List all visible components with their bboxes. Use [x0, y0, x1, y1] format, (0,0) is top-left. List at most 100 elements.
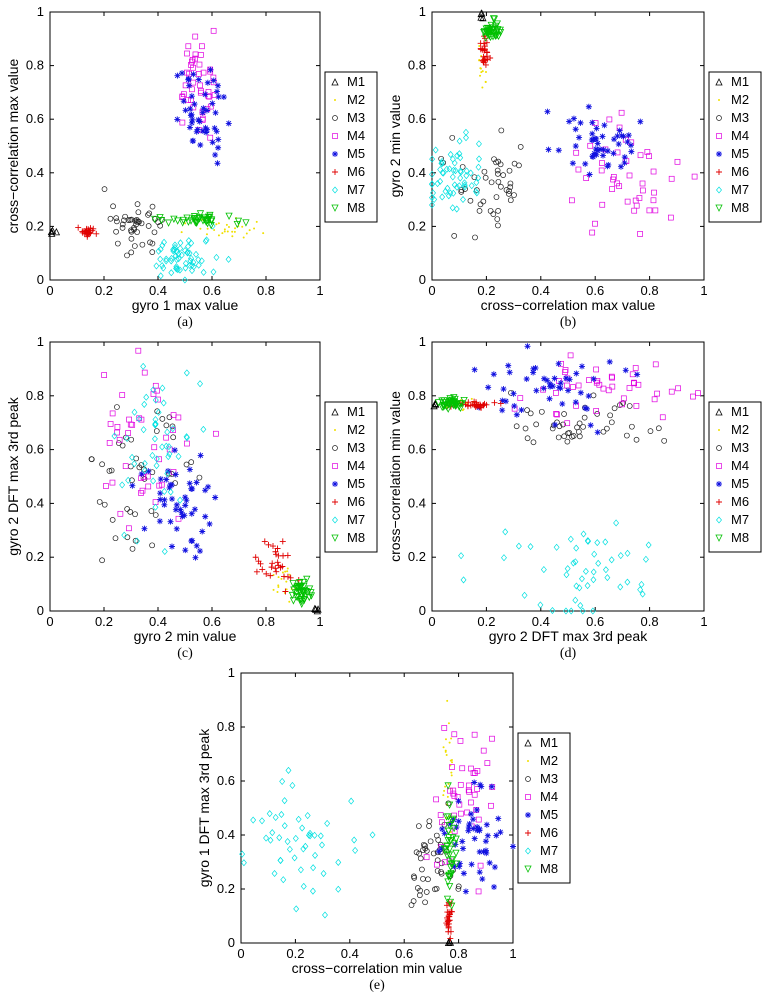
data-point-m6	[447, 935, 454, 942]
data-point-m6	[479, 46, 486, 53]
data-point-m7	[579, 607, 586, 615]
data-point-m5	[559, 400, 566, 407]
data-point-m3	[109, 516, 116, 523]
data-point-m1	[477, 13, 485, 21]
legend-label-m7: M7	[347, 182, 365, 197]
x-tick-label: 0.6	[203, 614, 221, 629]
data-point-m8	[440, 397, 448, 405]
data-point-m3	[493, 159, 499, 166]
data-point-m7	[637, 586, 644, 594]
data-point-m4	[109, 410, 116, 417]
data-point-m7	[178, 251, 185, 259]
data-point-m8	[445, 801, 454, 809]
legend-label-m4: M4	[347, 128, 365, 143]
data-point-m2	[276, 591, 279, 594]
legend-marker-m6	[525, 830, 531, 836]
data-point-m7	[456, 137, 463, 145]
data-point-m4	[145, 483, 152, 490]
data-point-m6	[273, 568, 280, 575]
data-point-m5	[462, 888, 469, 895]
data-point-m5	[524, 343, 531, 350]
data-point-m7	[312, 851, 318, 859]
data-point-m7	[577, 601, 584, 610]
data-point-m4	[466, 782, 472, 789]
x-axis-label: gyro 2 min value	[134, 628, 237, 644]
data-point-m4	[135, 347, 142, 354]
data-point-m7	[213, 253, 220, 261]
data-point-m5	[172, 506, 179, 513]
data-point-m8	[292, 585, 301, 593]
scatter-points	[239, 699, 516, 946]
data-point-m4	[198, 88, 204, 94]
data-point-m5	[193, 542, 200, 549]
legend-marker-m4	[525, 794, 531, 800]
data-point-m5	[573, 370, 580, 377]
data-point-m4	[451, 731, 458, 738]
data-point-m5	[556, 384, 563, 391]
data-point-m2	[462, 408, 465, 411]
data-point-m4	[477, 862, 484, 869]
y-tick-label: 0.8	[217, 719, 235, 734]
data-point-m4	[488, 802, 494, 809]
data-point-m5	[435, 848, 442, 855]
legend-marker-m8	[524, 865, 532, 873]
data-point-m2	[446, 795, 449, 798]
data-point-m7	[335, 858, 342, 866]
data-point-m6	[473, 399, 480, 406]
data-point-m5	[511, 402, 518, 409]
data-point-m3	[517, 144, 524, 150]
data-point-m5	[476, 825, 483, 832]
data-point-m3	[629, 423, 635, 430]
y-tick-label: 0	[419, 603, 426, 618]
data-point-m5	[555, 147, 562, 154]
data-point-m7	[570, 559, 577, 567]
x-tick-label: 1	[700, 614, 707, 629]
data-point-m4	[564, 420, 571, 427]
data-point-m5	[161, 496, 168, 503]
legend-marker-m1	[331, 408, 339, 416]
data-point-m8	[296, 588, 305, 596]
data-point-m5	[187, 105, 194, 112]
data-point-m7	[590, 568, 597, 576]
data-point-m7	[186, 261, 193, 269]
data-point-m7	[168, 269, 175, 277]
y-tick-label: 0.4	[217, 827, 235, 842]
data-point-m7	[267, 836, 274, 844]
data-point-m7	[131, 408, 138, 416]
data-point-m7	[170, 247, 177, 255]
y-tick-label: 1	[419, 334, 426, 349]
x-tick-label: 1	[316, 283, 323, 298]
data-point-m5	[551, 375, 558, 382]
data-point-m2	[245, 232, 248, 235]
data-point-m4	[646, 153, 652, 160]
data-point-m8	[196, 210, 205, 218]
data-point-m3	[435, 837, 442, 843]
data-point-m5	[439, 825, 446, 832]
data-point-m8	[190, 213, 199, 221]
data-point-m8	[445, 883, 454, 891]
data-point-m3	[106, 468, 113, 474]
data-point-m6	[268, 564, 275, 571]
data-point-m3	[188, 459, 195, 466]
y-tick-label: 0.8	[408, 388, 426, 403]
data-point-m3	[480, 198, 487, 205]
data-point-m5	[460, 845, 467, 852]
data-point-m4	[205, 93, 212, 100]
data-point-m4	[199, 43, 205, 50]
data-point-m6	[263, 570, 270, 577]
data-point-m5	[194, 126, 201, 133]
data-point-m2	[215, 223, 218, 226]
data-point-m2	[213, 229, 216, 232]
data-point-m5	[455, 818, 462, 825]
data-point-m4	[553, 390, 559, 396]
data-point-m2	[277, 584, 280, 587]
data-point-m5	[617, 163, 624, 170]
data-point-m2	[443, 789, 446, 792]
legend-label-m5: M5	[347, 146, 365, 161]
legend-label-m7: M7	[731, 512, 749, 527]
data-point-m5	[171, 447, 178, 454]
data-point-m3	[600, 428, 607, 435]
data-point-m5	[468, 861, 475, 868]
data-point-m8	[452, 849, 460, 858]
data-point-m3	[133, 455, 140, 462]
